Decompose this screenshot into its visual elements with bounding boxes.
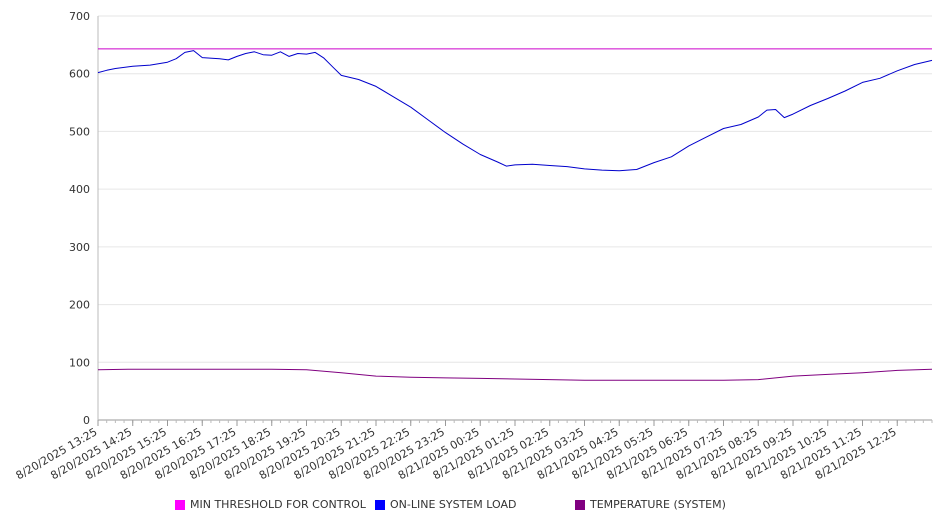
series-lines	[97, 48, 933, 381]
y-tick-label: 200	[69, 299, 90, 312]
legend-swatch-system-load	[375, 499, 385, 510]
legend-item-min-threshold[interactable]: MIN THRESHOLD FOR CONTROL	[175, 498, 366, 511]
y-tick-label: 500	[69, 125, 90, 138]
legend-swatch-temperature	[575, 499, 585, 510]
legend-item-temperature[interactable]: TEMPERATURE (SYSTEM)	[575, 498, 726, 511]
gridlines	[98, 15, 932, 421]
y-tick-label: 600	[69, 68, 90, 81]
y-tick-label: 700	[69, 10, 90, 23]
legend-item-system-load[interactable]: ON-LINE SYSTEM LOAD	[375, 498, 516, 511]
y-tick-label: 300	[69, 241, 90, 254]
series-line-temperature	[97, 368, 933, 381]
y-tick-label: 400	[69, 183, 90, 196]
y-tick-label: 100	[69, 356, 90, 369]
y-tick-label: 0	[83, 414, 90, 427]
series-line-system-load	[97, 50, 933, 172]
y-axis: 0 100 200 300 400 500 600 700	[69, 10, 99, 427]
x-axis: 8/20/2025 13:258/20/2025 14:258/20/2025 …	[14, 420, 933, 482]
legend: MIN THRESHOLD FOR CONTROL ON-LINE SYSTEM…	[0, 498, 946, 514]
legend-label-temperature: TEMPERATURE (SYSTEM)	[590, 498, 726, 511]
legend-swatch-min-threshold	[175, 499, 185, 510]
legend-label-min-threshold: MIN THRESHOLD FOR CONTROL	[190, 498, 366, 511]
legend-label-system-load: ON-LINE SYSTEM LOAD	[390, 498, 517, 511]
